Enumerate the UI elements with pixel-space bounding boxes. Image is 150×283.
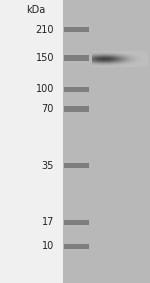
Text: 100: 100 [36, 84, 54, 94]
FancyBboxPatch shape [63, 0, 150, 283]
FancyBboxPatch shape [64, 27, 89, 32]
Text: 10: 10 [42, 241, 54, 251]
Text: kDa: kDa [26, 5, 45, 15]
Text: 210: 210 [36, 25, 54, 35]
FancyBboxPatch shape [64, 87, 89, 92]
Text: 35: 35 [42, 160, 54, 171]
FancyBboxPatch shape [64, 220, 89, 225]
FancyBboxPatch shape [0, 0, 63, 283]
FancyBboxPatch shape [64, 106, 89, 112]
FancyBboxPatch shape [64, 55, 89, 61]
Text: 70: 70 [42, 104, 54, 114]
FancyBboxPatch shape [64, 244, 89, 249]
Text: 150: 150 [36, 53, 54, 63]
FancyBboxPatch shape [64, 163, 89, 168]
Text: 17: 17 [42, 217, 54, 227]
